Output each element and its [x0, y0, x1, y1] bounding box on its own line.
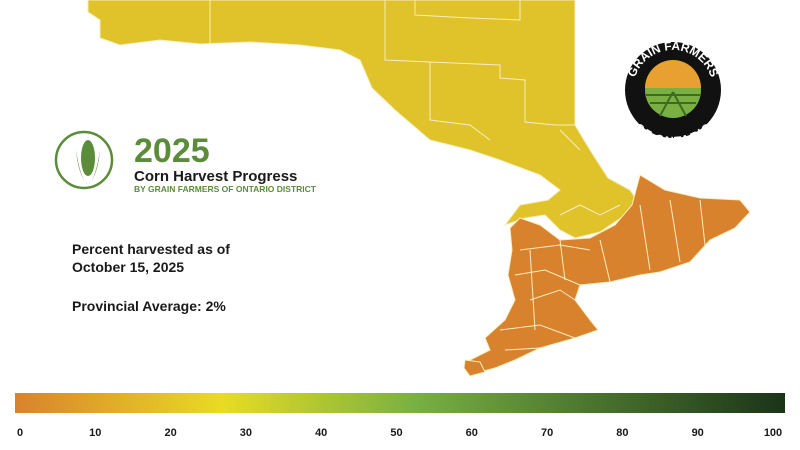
scale-ticks: 0 10 20 30 40 50 60 70 80 90 100: [17, 427, 782, 439]
district-border: [499, 199, 706, 351]
logo: GRAIN FARMERS OF ONTARIO: [625, 39, 722, 148]
subtitle: BY GRAIN FARMERS OF ONTARIO DISTRICT: [134, 184, 317, 194]
scale-tick-label: 60: [466, 427, 478, 439]
info-line: Percent harvested as of: [72, 241, 230, 257]
scale-tick-label: 0: [17, 427, 23, 439]
map: [87, 0, 751, 377]
corn-icon: [54, 130, 114, 190]
scale-tick-label: 100: [764, 427, 782, 439]
scale-tick-label: 80: [616, 427, 628, 439]
district-border: [209, 0, 621, 216]
scale-tick-label: 10: [89, 427, 101, 439]
north-region: [87, 0, 641, 239]
south-region: [469, 174, 751, 373]
scale-tick-label: 90: [692, 427, 704, 439]
scale-tick-label: 50: [390, 427, 402, 439]
scale-tick-label: 40: [315, 427, 327, 439]
info-line: October 15, 2025: [72, 259, 184, 275]
title: Corn Harvest Progress: [134, 168, 297, 185]
scale-tick-label: 20: [164, 427, 176, 439]
scale-tick-label: 30: [240, 427, 252, 439]
year: 2025: [134, 132, 210, 170]
color-scale: [15, 393, 785, 413]
island: [463, 359, 486, 377]
scale-tick-label: 70: [541, 427, 553, 439]
provincial-average: Provincial Average: 2%: [72, 298, 226, 314]
